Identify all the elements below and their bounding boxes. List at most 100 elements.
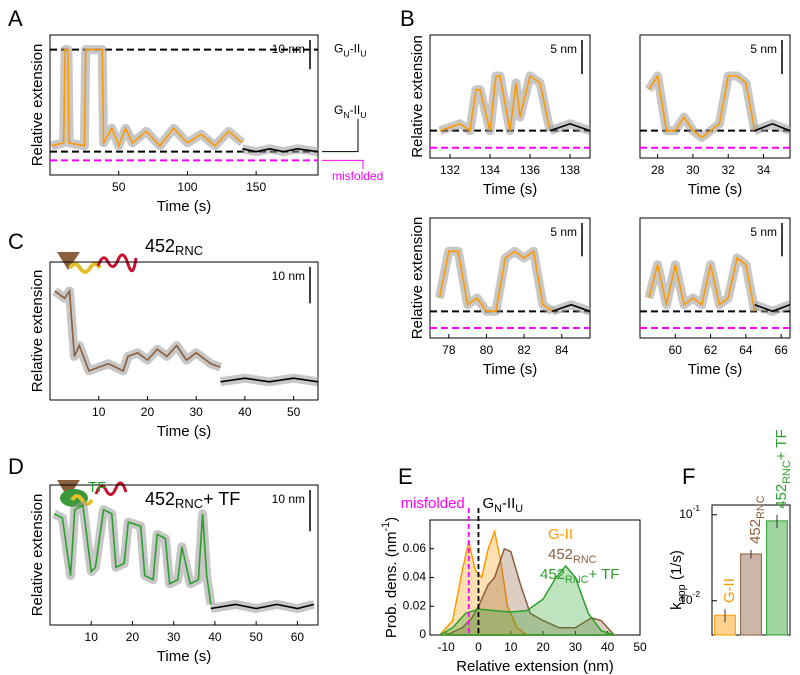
trace-noise [753, 119, 792, 135]
x-tick-label: 10 [85, 630, 99, 644]
y-tick-base: 10 [679, 507, 693, 521]
x-tick-label: 78 [442, 343, 456, 357]
level-label-part: G [482, 495, 494, 512]
category-label-part: RNC [755, 495, 767, 519]
scale-bar-label: 5 nm [550, 42, 577, 56]
panel-label: E [398, 464, 413, 489]
legend-entry-part: + TF [588, 566, 619, 583]
legend-entry: 452RNC+ TF [540, 566, 619, 586]
annotation-part: misfolded [332, 169, 383, 183]
y-axis-label: Relative extension [409, 217, 426, 340]
x-tick-label: 50 [112, 180, 126, 194]
annotation-part: U [360, 110, 366, 120]
legend-entry-part: RNC [573, 554, 597, 566]
level-label: misfolded [401, 495, 465, 512]
category-label-part: + TF [773, 429, 790, 460]
plot-frame [429, 217, 591, 339]
trace-noise [550, 300, 592, 316]
trace-noise [52, 501, 216, 606]
icon-c [57, 252, 138, 274]
x-tick-label: 60 [291, 630, 305, 644]
category-label: 452RNC+ TF [773, 429, 793, 508]
level-label-part: N [494, 503, 502, 515]
x-tick-label: 28 [651, 163, 665, 177]
x-axis-label: Relative extension (nm) [456, 658, 614, 675]
y-tick-exp: -1 [693, 503, 701, 513]
annotation-part: -II [350, 42, 361, 56]
x-tick-label: 84 [555, 343, 569, 357]
x-axis-label: Time (s) [157, 648, 211, 665]
level-label: GN-IIU [482, 495, 523, 515]
legend-entry-part: 452 [548, 546, 573, 563]
panel-title-part: RNC [175, 496, 203, 511]
annotation: GU-IIU [334, 42, 366, 59]
scale-bar-label: 10 nm [272, 492, 305, 506]
trace [549, 122, 591, 132]
area [439, 564, 615, 636]
plot-frame [639, 34, 791, 159]
panel-label: D [8, 454, 24, 479]
annotation-part: U [343, 49, 349, 59]
x-tick-label: 64 [739, 343, 753, 357]
plot-frame [49, 484, 319, 626]
scale-bar-label: 10 nm [272, 269, 305, 283]
trace [51, 48, 243, 148]
scale-bar-label: 5 nm [750, 225, 777, 239]
panel-label: B [400, 6, 415, 31]
trace [648, 73, 756, 139]
trace-noise [52, 286, 223, 376]
x-axis-label: Time (s) [688, 361, 742, 378]
scale-bar-label: 5 nm [550, 225, 577, 239]
y-axis-label-part: -1 [380, 522, 392, 532]
x-tick-label: 30 [686, 163, 700, 177]
y-axis-label-part: app [676, 584, 688, 602]
category-label: 452RNC [747, 495, 767, 544]
x-tick-label: 40 [601, 640, 615, 654]
trace-noise [645, 71, 760, 142]
category-label-part: 452 [773, 484, 790, 509]
category-label: G-II [721, 578, 738, 603]
y-axis-label: Relative extension [29, 494, 46, 617]
trace [242, 147, 319, 153]
annotation: GN-IIU [334, 103, 366, 120]
y-tick-label: 0 [419, 627, 426, 641]
y-axis-label: Prob. dens. (nm-1) [380, 517, 400, 638]
x-axis-label: Time (s) [483, 181, 537, 198]
x-tick-label: 34 [757, 163, 771, 177]
plot-frame [639, 217, 791, 339]
trace [439, 74, 551, 133]
x-tick-label: 132 [440, 163, 460, 177]
icon-label: TF [88, 479, 106, 496]
x-axis-label: Time (s) [157, 423, 211, 440]
y-axis-label: kapp (1/s) [668, 550, 688, 610]
category-label-part: G-II [721, 578, 738, 603]
x-tick-label: 80 [480, 343, 494, 357]
x-tick-label: 62 [704, 343, 718, 357]
panel-label: F [682, 464, 695, 489]
y-axis-label-part: k [668, 602, 685, 610]
trace [754, 122, 791, 132]
trace [552, 303, 591, 313]
y-axis-label-part: (1/s) [668, 550, 685, 584]
panel-title: 452RNC+ TF [145, 489, 240, 512]
legend-entry-part: G-II [548, 526, 573, 543]
level-label-part: U [515, 503, 523, 515]
y-tick-exp: -2 [693, 589, 701, 599]
y-axis-label-part: Prob. dens. (nm [383, 531, 400, 638]
trace [648, 256, 756, 312]
panel-title-part: 452 [145, 236, 175, 256]
annotation-part: U [360, 49, 366, 59]
panel-title-part: RNC [175, 243, 203, 258]
y-tick-label: 0.06 [403, 541, 427, 555]
x-tick-label: 32 [722, 163, 736, 177]
panel-label: A [8, 6, 23, 31]
x-tick-label: 100 [177, 180, 197, 194]
category-label-part: RNC [781, 460, 793, 484]
annotation-part: -II [350, 103, 361, 117]
scale-bar-label: 5 nm [750, 42, 777, 56]
trace [220, 377, 319, 383]
x-tick-label: 150 [246, 180, 266, 194]
x-axis-label: Time (s) [483, 361, 537, 378]
